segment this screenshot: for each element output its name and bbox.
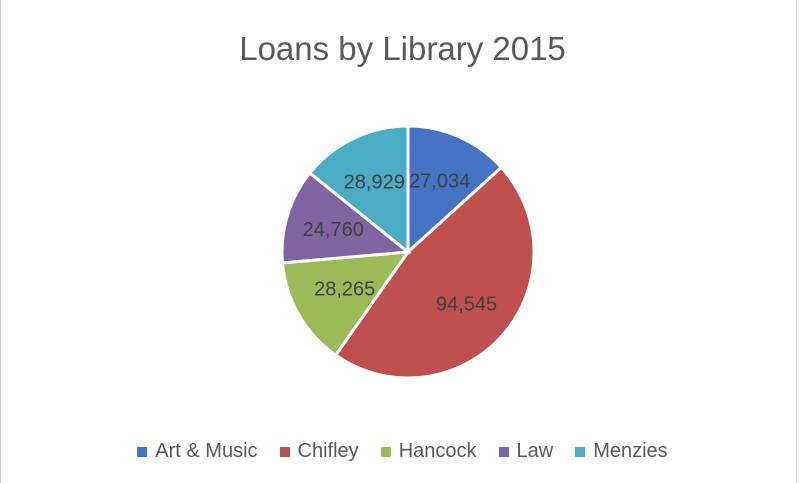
pie-slice-art-music (406, 124, 504, 256)
legend-label: Law (516, 440, 554, 462)
data-label: 94,545 (436, 294, 497, 316)
data-label: 24,760 (303, 219, 364, 241)
pie-slice-menzies (307, 124, 410, 256)
legend-swatch (279, 446, 290, 457)
data-label: 27,034 (409, 171, 470, 193)
legend-label: Hancock (398, 440, 477, 462)
pie-slice-law (280, 170, 412, 265)
legend-swatch (498, 446, 509, 457)
legend-label: Menzies (593, 440, 668, 462)
legend-swatch (380, 446, 391, 457)
chart-title: Loans by Library 2015 (239, 30, 566, 67)
data-label: 28,265 (314, 278, 375, 300)
legend-item: Hancock (380, 440, 477, 463)
legend-label: Art & Music (155, 440, 258, 462)
legend-item: Law (498, 440, 554, 463)
right-divider (796, 0, 797, 483)
pie-slice-hancock (280, 250, 412, 358)
legend-label: Chifley (297, 440, 359, 462)
legend-item: Menzies (575, 440, 668, 463)
data-label: 28,929 (344, 172, 405, 194)
pie-slice-chifley (333, 165, 536, 380)
left-divider (0, 0, 1, 483)
legend-item: Art & Music (137, 440, 258, 463)
legend-swatch (575, 446, 586, 457)
chart-legend: Art & Music Chifley Hancock Law Menzies (0, 440, 805, 463)
legend-item: Chifley (279, 440, 359, 463)
legend-swatch (137, 446, 148, 457)
